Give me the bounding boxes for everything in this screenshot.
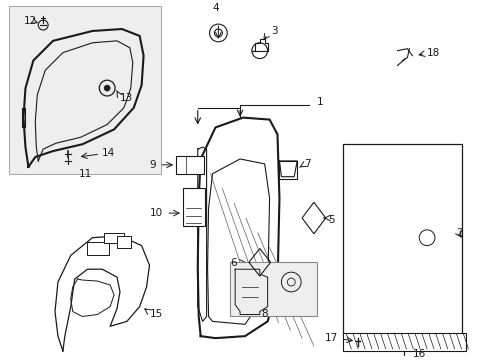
Bar <box>87 242 109 256</box>
Text: 4: 4 <box>212 3 218 13</box>
Text: 2: 2 <box>456 228 462 238</box>
Bar <box>104 233 123 243</box>
Text: 8: 8 <box>261 310 267 319</box>
Circle shape <box>104 85 110 91</box>
Text: 12: 12 <box>23 16 37 26</box>
Text: 15: 15 <box>149 310 163 319</box>
Text: 11: 11 <box>79 168 92 179</box>
Text: 1: 1 <box>316 97 323 107</box>
Text: 6: 6 <box>230 258 237 268</box>
Text: 14: 14 <box>102 148 115 158</box>
Text: 9: 9 <box>149 160 156 170</box>
Text: 7: 7 <box>304 159 310 169</box>
Bar <box>9 6 161 174</box>
Bar <box>230 262 316 316</box>
Bar <box>183 189 204 226</box>
Text: 3: 3 <box>271 26 278 36</box>
Text: 10: 10 <box>150 208 163 218</box>
Text: 13: 13 <box>120 93 133 103</box>
Text: 17: 17 <box>325 333 338 343</box>
Bar <box>343 144 461 336</box>
Text: 18: 18 <box>426 48 440 58</box>
Bar <box>176 156 203 174</box>
Bar <box>279 161 297 179</box>
Text: 5: 5 <box>328 215 335 225</box>
Bar <box>343 333 466 351</box>
Text: 16: 16 <box>411 349 425 359</box>
Bar <box>117 236 130 248</box>
